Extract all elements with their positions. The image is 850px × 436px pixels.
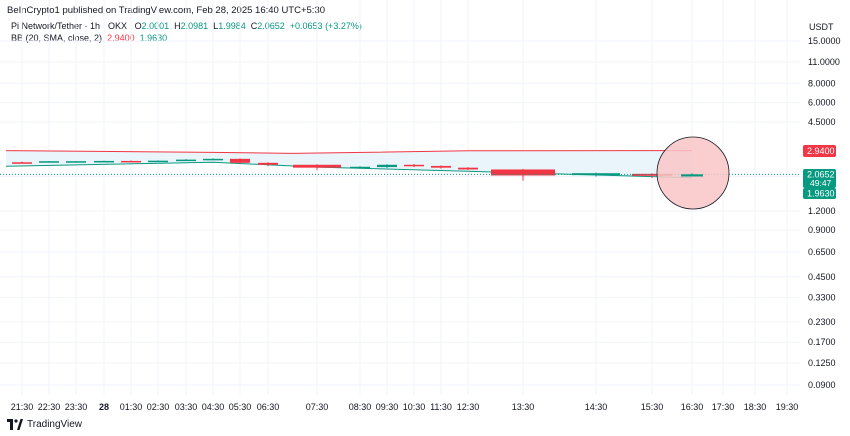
time-tick-label: 10:30 xyxy=(403,402,426,412)
time-tick-label: 07:30 xyxy=(306,402,329,412)
price-axis[interactable]: 15.0000 11.0000 8.0000 6.0000 4.5000 1.2000 0.… xyxy=(808,36,841,390)
price-badge-text: 2.0652 xyxy=(807,170,835,180)
price-badge xyxy=(803,169,836,188)
time-tick-label: 14:30 xyxy=(585,402,608,412)
price-tick-label: 0.2300 xyxy=(808,317,836,327)
candle-body xyxy=(491,169,555,176)
bb-lower-badge xyxy=(803,188,836,199)
change-value: +0.0653 (+3.27%) xyxy=(289,21,362,31)
candle-body xyxy=(230,158,250,163)
price-tick-label: 8.0000 xyxy=(808,78,836,88)
highlight-circle xyxy=(656,136,730,210)
highlight-circle-shape xyxy=(656,136,730,210)
time-tick-label: 06:30 xyxy=(257,402,280,412)
candle-body xyxy=(148,160,168,163)
high-value: 2.0981 xyxy=(180,21,209,31)
indicator-legend: BB (20, SMA, close, 2) 2.9400 1.9630 xyxy=(11,33,167,43)
footer-brand[interactable]: TradingView xyxy=(7,419,82,430)
bb-upper-badge xyxy=(803,145,836,157)
time-tick-label: 17:30 xyxy=(712,402,735,412)
time-tick-label: 21:30 xyxy=(11,402,34,412)
candle-body xyxy=(12,162,32,164)
time-tick-label: 13:30 xyxy=(512,402,535,412)
high-label: H xyxy=(174,21,181,31)
countdown-text: 49:47 xyxy=(810,178,832,188)
candle-body xyxy=(176,159,196,162)
price-tick-label: 6.0000 xyxy=(808,98,836,108)
price-tick-label: 0.4500 xyxy=(808,272,836,282)
time-tick-label: 11:30 xyxy=(430,402,452,412)
candle-body xyxy=(258,162,278,165)
candle-body xyxy=(572,173,620,176)
price-tick-label: 0.9000 xyxy=(808,225,836,235)
indicator-name: BB (20, SMA, close, 2) xyxy=(11,33,103,43)
time-tick-label: 18:30 xyxy=(744,402,767,412)
grid-lines xyxy=(0,0,800,395)
close-value: 2.0652 xyxy=(257,21,285,31)
footer-brand-text: TradingView xyxy=(27,419,83,430)
price-tick-label: 11.0000 xyxy=(808,57,840,67)
bb-upper-line xyxy=(5,150,693,154)
bb-lower-badge-text: 1.9630 xyxy=(807,189,835,199)
candle-body xyxy=(121,160,141,163)
candle-body xyxy=(377,164,397,168)
candle-body xyxy=(350,166,370,169)
time-tick-label: 04:30 xyxy=(202,402,225,412)
price-badges: 2.9400 2.0652 49:47 1.9630 xyxy=(803,145,836,199)
time-tick-label: 02:30 xyxy=(147,402,170,412)
candle-body xyxy=(404,164,424,167)
price-tick-label: 0.6500 xyxy=(808,247,836,257)
price-tick-label: 15.0000 xyxy=(808,36,841,46)
candle-body xyxy=(94,160,114,163)
time-tick-label: 03:30 xyxy=(175,402,198,412)
time-axis[interactable]: 21:30 22:30 23:30 28 01:30 02:30 03:30 04:30 05:… xyxy=(11,402,799,412)
price-tick-label: 0.3300 xyxy=(808,293,836,303)
candle-body xyxy=(458,167,478,170)
tradingview-logo-icon xyxy=(7,419,23,430)
candle-body xyxy=(39,161,59,163)
candle-body xyxy=(632,173,672,176)
symbol-name: Pi Network/Tether · 1h · OKX xyxy=(11,21,128,31)
candle-body xyxy=(431,165,451,168)
low-value: 1.9984 xyxy=(218,21,246,31)
time-tick-label: 23:30 xyxy=(65,402,88,412)
time-tick-label: 15:30 xyxy=(641,402,664,412)
candles xyxy=(12,158,702,181)
price-tick-label: 1.2000 xyxy=(808,206,836,216)
time-tick-label: 12:30 xyxy=(457,402,480,412)
time-tick-label: 28 xyxy=(99,402,109,412)
low-label: L xyxy=(213,21,219,31)
time-tick-label: 01:30 xyxy=(120,402,143,412)
time-tick-label: 19:30 xyxy=(776,402,799,412)
candle-body xyxy=(66,161,86,163)
price-tick-label: 4.5000 xyxy=(808,117,836,127)
currency-label: USDT xyxy=(809,22,834,32)
price-tick-label: 0.1250 xyxy=(808,358,836,368)
time-tick-label: 22:30 xyxy=(38,402,61,412)
bb-upper-badge-text: 2.9400 xyxy=(807,146,835,156)
time-tick-label: 16:30 xyxy=(681,402,704,412)
open-label: O xyxy=(134,21,142,31)
latest-candle-body xyxy=(681,174,703,177)
candle-body xyxy=(293,164,341,168)
price-tick-label: 0.1700 xyxy=(808,337,836,347)
close-label: C xyxy=(250,21,258,31)
bb-upper-value: 2.9400 xyxy=(107,33,135,43)
price-tick-label: 0.0900 xyxy=(808,380,836,390)
time-tick-label: 09:30 xyxy=(376,402,399,412)
time-tick-label: 05:30 xyxy=(229,402,252,412)
time-tick-label: 08:30 xyxy=(349,402,372,412)
publish-line: BeInCrypto1 published on TradingView.com… xyxy=(7,5,326,16)
candle-body xyxy=(203,158,223,161)
open-value: 2.0001 xyxy=(141,21,170,31)
symbol-legend: Pi Network/Tether · 1h · OKX O2.0001 H2.… xyxy=(11,21,362,31)
bb-lower-value: 1.9630 xyxy=(139,33,168,43)
